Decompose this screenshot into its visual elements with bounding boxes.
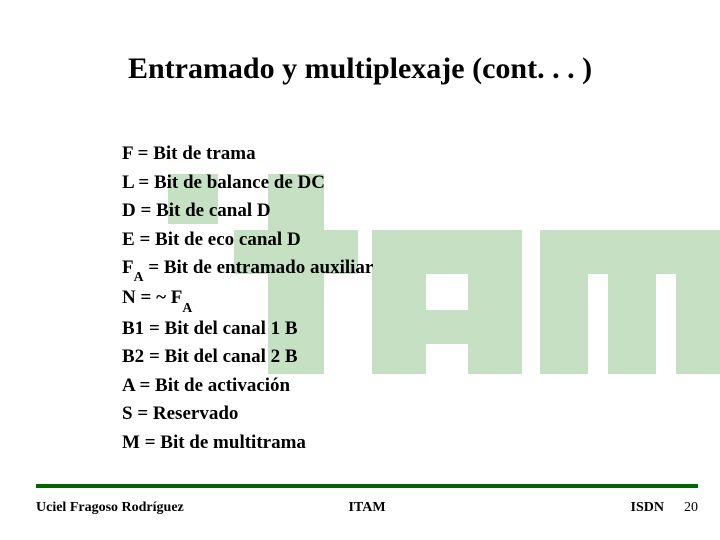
def-equals: = — [136, 200, 156, 221]
def-equals: = — [140, 432, 160, 453]
def-equals: = — [136, 287, 156, 308]
definition-line: B2 = Bit del canal 2 B — [122, 343, 373, 372]
footer-author: Uciel Fragoso Rodríguez — [36, 500, 184, 516]
footer-rule — [36, 484, 698, 488]
def-symbol: B1 — [122, 318, 144, 339]
definition-line: D = Bit de canal D — [122, 197, 373, 226]
def-rhs: Bit del canal 2 B — [165, 346, 298, 367]
def-symbol: D — [122, 200, 136, 221]
def-rhs: Bit de multitrama — [160, 432, 306, 453]
definitions-list: F = Bit de tramaL = Bit de balance de DC… — [122, 140, 373, 457]
definition-line: L = Bit de balance de DC — [122, 169, 373, 198]
def-symbol-subscript: A — [134, 269, 144, 284]
definition-line: F = Bit de trama — [122, 140, 373, 169]
def-symbol: L — [122, 172, 134, 193]
def-symbol: E — [122, 229, 135, 250]
def-equals: = — [134, 172, 154, 193]
def-rhs-subscript: A — [182, 300, 192, 315]
def-rhs: Bit de activación — [155, 375, 290, 396]
def-rhs: Bit de trama — [153, 143, 255, 164]
def-symbol: B2 — [122, 346, 144, 367]
footer-topic: ISDN — [631, 500, 664, 516]
definition-line: M = Bit de multitrama — [122, 429, 373, 458]
def-rhs: Bit del canal 1 B — [165, 318, 298, 339]
footer-page: 20 — [684, 500, 698, 516]
def-symbol: F — [122, 143, 133, 164]
definition-line: B1 = Bit del canal 1 B — [122, 315, 373, 344]
footer-org: ITAM — [348, 500, 385, 516]
def-symbol: N — [122, 287, 136, 308]
def-equals: = — [144, 346, 164, 367]
def-symbol: M — [122, 432, 140, 453]
def-rhs: Bit de entramado auxiliar — [164, 257, 374, 278]
definition-line: A = Bit de activación — [122, 372, 373, 401]
def-rhs: ~ F — [156, 287, 182, 308]
def-equals: = — [143, 257, 163, 278]
definition-line: S = Reservado — [122, 400, 373, 429]
def-symbol: A — [122, 375, 135, 396]
definition-line: E = Bit de eco canal D — [122, 226, 373, 255]
def-equals: = — [133, 403, 153, 424]
def-rhs: Bit de balance de DC — [154, 172, 325, 193]
def-equals: = — [133, 143, 153, 164]
def-symbol: S — [122, 403, 133, 424]
definition-line: FA = Bit de entramado auxiliar — [122, 254, 373, 284]
def-rhs: Reservado — [153, 403, 238, 424]
def-equals: = — [144, 318, 164, 339]
def-equals: = — [135, 375, 155, 396]
slide: Entramado y multiplexaje (cont. . . ) F … — [0, 0, 720, 540]
definition-line: N = ~ FA — [122, 284, 373, 314]
def-rhs: Bit de canal D — [156, 200, 271, 221]
slide-title: Entramado y multiplexaje (cont. . . ) — [0, 52, 720, 86]
def-symbol: F — [122, 257, 134, 278]
def-rhs: Bit de eco canal D — [155, 229, 301, 250]
def-equals: = — [135, 229, 155, 250]
